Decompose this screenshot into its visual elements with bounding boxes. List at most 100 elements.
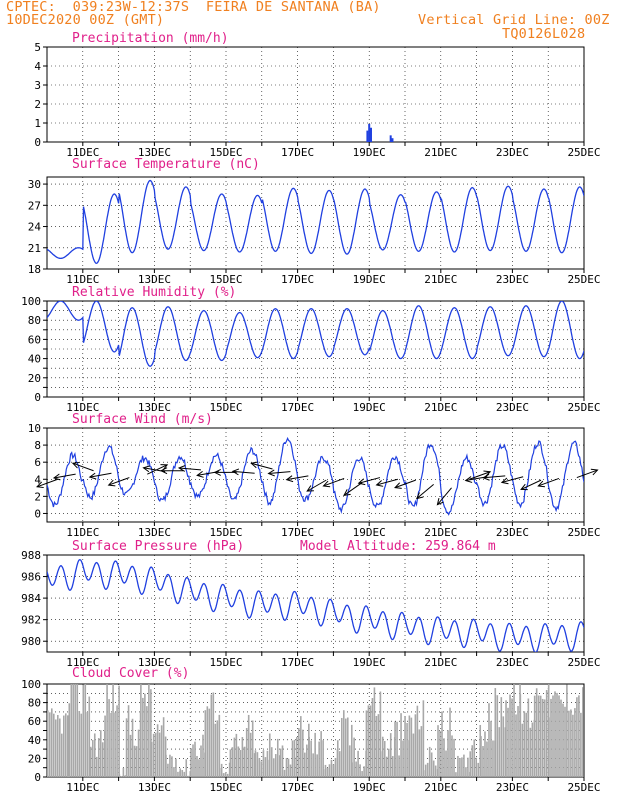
cloud-bar — [533, 695, 536, 777]
y-tick-label: 1 — [34, 117, 41, 130]
cloud-bar — [150, 741, 153, 777]
cloud-bar — [486, 741, 488, 777]
wind-arrow-head — [142, 465, 151, 473]
cloud-bar — [173, 767, 175, 777]
cloud-bar — [443, 738, 445, 777]
cloud-bar — [379, 691, 382, 777]
y-tick-label: 60 — [28, 333, 41, 346]
cloud-bar — [218, 714, 221, 777]
y-tick-label: 982 — [21, 614, 41, 627]
y-tick-label: 27 — [28, 199, 41, 212]
precip-bar — [366, 130, 369, 142]
cloud-bar — [89, 746, 92, 777]
cloud-bar — [177, 771, 179, 777]
cloud-bar — [239, 750, 242, 777]
cloud-bar — [509, 694, 511, 777]
y-tick-label: 0 — [34, 771, 41, 784]
x-tick-label: 23DEC — [496, 526, 529, 539]
cloud-bar — [61, 733, 63, 777]
wind-arrow — [251, 462, 273, 470]
cloud-bar — [365, 710, 368, 777]
cloud-bar — [545, 690, 548, 777]
cloud-bar — [515, 714, 517, 777]
precip-bar — [391, 138, 394, 142]
wind-arrow — [576, 469, 598, 479]
y-tick-label: 21 — [28, 242, 41, 255]
cloud-bar — [237, 746, 240, 777]
cloud-bar — [270, 747, 273, 777]
cloud-bar — [322, 740, 324, 777]
panel-3: 0 20 40 60 80 100 11DEC 13DEC 15DEC 17DEC 19DEC 21D… — [21, 285, 600, 414]
cloud-bar — [507, 707, 509, 777]
cloud-bar — [574, 708, 576, 777]
y-tick-label: 0 — [34, 136, 41, 149]
wind-arrow-head — [231, 468, 240, 476]
series-line — [47, 301, 584, 368]
cloud-bar — [402, 740, 404, 777]
y-tick-label: 980 — [21, 635, 41, 648]
x-tick-label: 17DEC — [281, 656, 314, 669]
x-tick-label: 11DEC — [66, 273, 99, 286]
wind-arrow — [416, 484, 434, 499]
x-tick-label: 13DEC — [138, 146, 171, 159]
cloud-bar — [229, 749, 232, 777]
cloud-bar — [289, 764, 292, 777]
x-tick-label: 15DEC — [209, 146, 242, 159]
wind-arrow-head — [213, 468, 221, 476]
cloud-bar — [76, 684, 79, 777]
cloud-bar — [124, 775, 127, 777]
x-tick-label: 17DEC — [281, 146, 314, 159]
x-tick-label: 21DEC — [424, 401, 457, 414]
x-tick-label: 17DEC — [281, 401, 314, 414]
cloud-bar — [67, 715, 69, 777]
cloud-bar — [106, 684, 108, 777]
wind-arrow-head — [71, 461, 80, 469]
wind-arrow-head — [375, 480, 384, 487]
cloud-bar — [183, 771, 186, 777]
cloud-bar — [502, 716, 505, 777]
x-tick-label: 25DEC — [567, 781, 600, 794]
cloud-bar — [496, 695, 499, 777]
wind-arrow — [108, 477, 130, 486]
cloud-bar — [357, 750, 359, 777]
cloud-bar — [477, 762, 480, 777]
cloud-bar — [101, 742, 104, 777]
cloud-bar — [80, 713, 83, 777]
y-tick-label: 986 — [21, 571, 41, 584]
panel-2: 18 21 24 27 30 11DEC 13DEC 15DEC 17DEC 19DEC 21DEC… — [28, 157, 601, 286]
cloud-bar — [531, 722, 534, 777]
x-tick-label: 17DEC — [281, 526, 314, 539]
precip-bar — [389, 135, 392, 142]
cloud-bar — [167, 763, 169, 777]
cloud-bar — [361, 771, 363, 777]
cloud-bar — [535, 688, 538, 777]
cloud-bar — [125, 718, 128, 777]
panel-title: Surface Wind (m/s) — [72, 412, 213, 427]
cloud-bar — [334, 757, 337, 777]
cloud-bar — [156, 724, 159, 777]
cloud-bar — [118, 685, 120, 777]
x-tick-label: 15DEC — [209, 526, 242, 539]
cloud-bar — [68, 703, 71, 777]
cloud-bar — [272, 758, 275, 777]
y-tick-label: 20 — [28, 752, 41, 765]
cloud-bar — [318, 741, 320, 777]
cloud-bar — [398, 755, 400, 777]
panel-title: Surface Pressure (hPa) — [72, 539, 244, 554]
cloud-bar — [340, 717, 343, 777]
cloud-bar — [214, 723, 217, 777]
wind-arrow-head — [267, 469, 275, 477]
wind-arrow — [232, 470, 255, 474]
wind-arrow — [437, 487, 452, 505]
x-tick-label: 21DEC — [424, 273, 457, 286]
y-tick-label: 20 — [28, 372, 41, 385]
cloud-bar — [560, 699, 562, 777]
cloud-bar — [202, 734, 204, 777]
wind-arrow — [286, 475, 309, 481]
cloud-bar — [116, 705, 118, 777]
cloud-bar — [562, 703, 564, 777]
cloud-bar — [194, 741, 196, 777]
cloud-bar — [49, 712, 51, 777]
cloud-bar — [91, 739, 94, 777]
